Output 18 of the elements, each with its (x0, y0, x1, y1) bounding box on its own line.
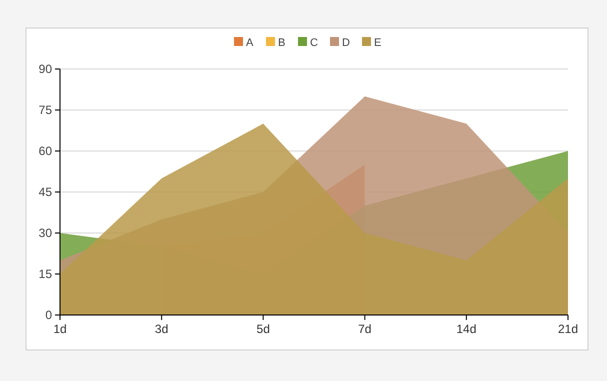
y-tick-label: 75 (38, 103, 52, 118)
y-tick-label: 15 (38, 267, 52, 282)
x-tick-label: 14d (456, 322, 476, 336)
y-tick-label: 60 (38, 144, 52, 158)
x-tick-label: 21d (558, 322, 578, 336)
legend-label: A (246, 36, 254, 49)
x-tick-label: 5d (256, 322, 270, 336)
legend-label: E (374, 36, 382, 49)
y-tick-label: 30 (38, 226, 52, 240)
y-tick-label: 0 (45, 308, 52, 322)
legend-label: C (310, 36, 318, 49)
legend-label: B (278, 36, 286, 49)
y-tick-label: 45 (38, 185, 52, 200)
legend-label: D (342, 36, 350, 49)
y-tick-label: 90 (38, 62, 52, 76)
x-tick-label: 7d (358, 322, 372, 336)
x-tick-label: 3d (154, 322, 168, 336)
x-tick-label: 1d (53, 322, 67, 336)
